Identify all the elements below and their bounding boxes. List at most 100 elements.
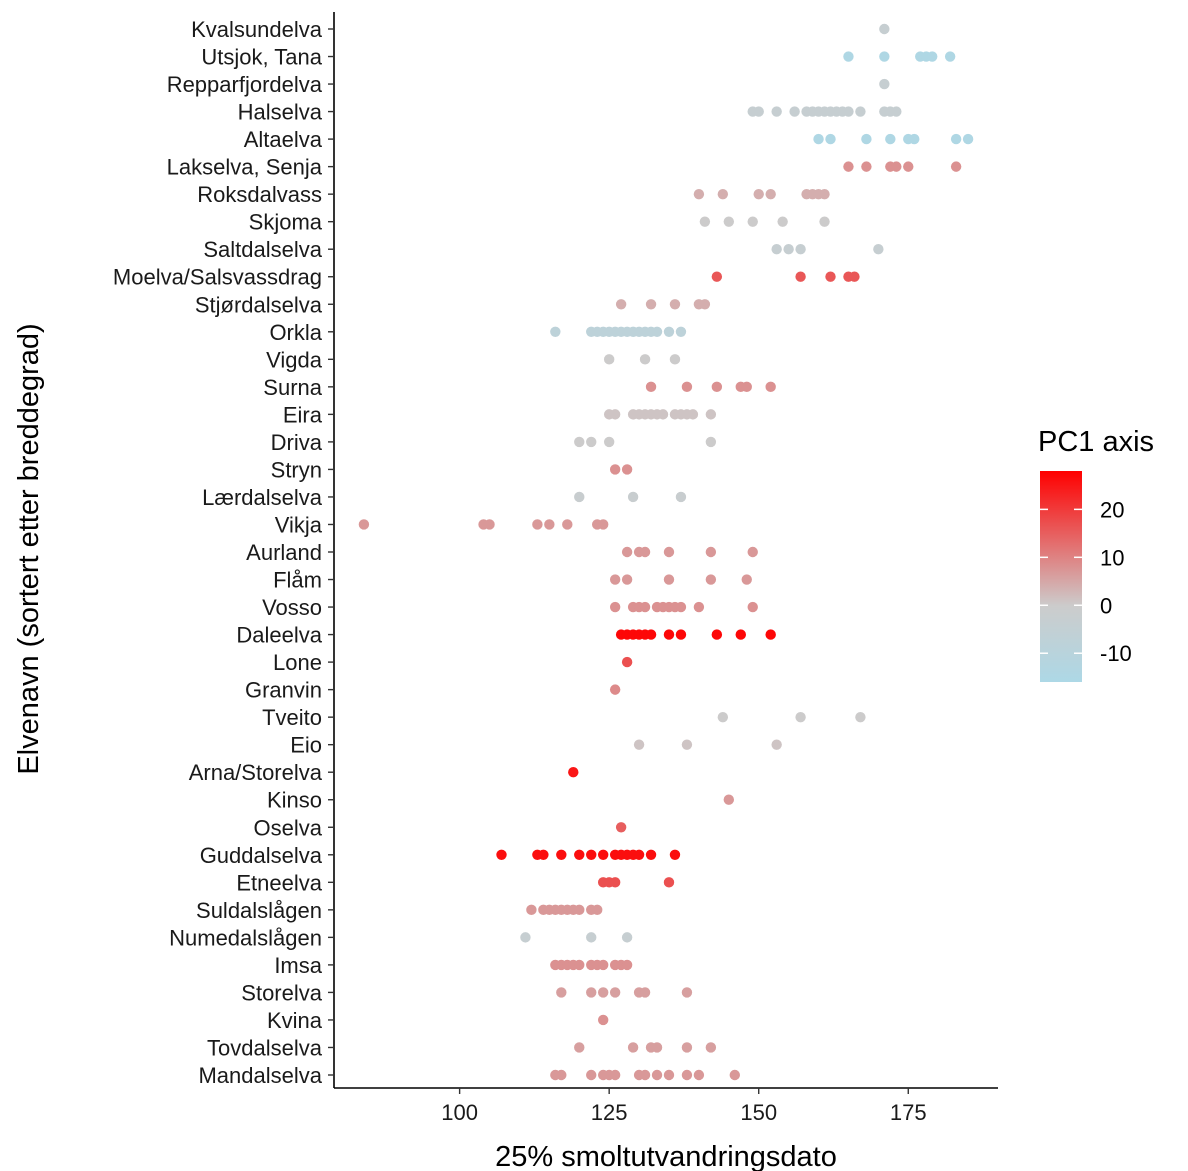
y-tick-label: Repparfjordelva — [167, 72, 323, 97]
y-tick-label: Driva — [271, 430, 323, 455]
data-point — [843, 51, 854, 62]
x-tick-label: 150 — [740, 1100, 777, 1125]
y-tick-label: Saltdalselva — [203, 237, 322, 262]
data-point — [639, 1069, 651, 1081]
data-point — [574, 849, 585, 860]
data-point — [681, 1069, 693, 1081]
data-point — [615, 299, 627, 310]
data-point — [496, 849, 507, 860]
y-tick-label: Tveito — [262, 705, 322, 730]
data-point — [675, 629, 687, 640]
data-point — [693, 601, 705, 613]
data-point — [693, 188, 705, 200]
data-point — [556, 1069, 567, 1081]
data-point — [891, 106, 902, 117]
data-point — [639, 987, 651, 998]
y-tick-label: Kinso — [267, 788, 322, 813]
data-point — [651, 1069, 663, 1081]
data-point — [693, 1069, 705, 1081]
y-axis-title: Elvenavn (sortert etter breddegrad) — [13, 323, 45, 774]
data-point — [651, 326, 663, 337]
y-tick-label: Lærdalselva — [202, 485, 323, 510]
data-point — [556, 849, 567, 860]
data-point — [795, 271, 806, 282]
data-point — [717, 711, 729, 723]
y-tick-label: Stjørdalselva — [195, 292, 323, 317]
data-point — [609, 1069, 621, 1081]
data-point — [825, 271, 836, 282]
y-tick-label: Orkla — [269, 320, 322, 345]
data-point — [621, 959, 633, 971]
data-point — [753, 188, 764, 200]
data-point — [717, 188, 729, 200]
data-point — [789, 106, 800, 117]
data-point — [705, 1042, 717, 1053]
data-point — [771, 106, 782, 117]
data-point — [633, 739, 645, 750]
data-point — [586, 932, 597, 943]
data-point — [651, 1042, 663, 1053]
data-point — [609, 684, 621, 695]
data-point — [538, 849, 549, 860]
data-point — [609, 409, 621, 420]
data-point — [861, 133, 872, 145]
data-point — [645, 381, 657, 393]
y-tick-label: Skjoma — [249, 210, 323, 235]
data-point — [741, 574, 752, 585]
data-point — [597, 1014, 609, 1026]
data-point — [705, 574, 717, 585]
data-point — [663, 629, 675, 640]
data-point — [675, 491, 687, 503]
data-point — [562, 519, 573, 530]
y-tick-label: Tovdalselva — [207, 1035, 323, 1060]
data-point — [586, 987, 597, 998]
data-point — [597, 849, 609, 860]
data-point — [873, 244, 884, 255]
data-point — [843, 161, 854, 172]
data-point — [765, 629, 776, 640]
data-point — [950, 133, 962, 145]
data-point — [657, 409, 669, 420]
data-point — [711, 271, 723, 282]
data-point — [747, 601, 758, 613]
y-tick-label: Numedalslågen — [169, 925, 322, 950]
data-point — [843, 106, 854, 117]
data-point — [675, 601, 687, 613]
y-tick-label: Lakselva, Senja — [167, 155, 323, 180]
data-point — [609, 574, 621, 585]
data-point — [639, 601, 651, 613]
data-point — [550, 326, 561, 337]
x-axis-title: 25% smoltutvandringsdato — [495, 1141, 837, 1171]
legend-tick-label: 20 — [1100, 497, 1124, 522]
data-point — [544, 519, 555, 530]
data-point — [669, 354, 681, 365]
y-tick-label: Daleelva — [236, 623, 322, 648]
data-point — [574, 436, 585, 448]
data-point — [574, 491, 585, 503]
data-point — [568, 767, 579, 778]
y-tick-label: Mandalselva — [198, 1063, 322, 1088]
data-point — [699, 299, 711, 310]
data-point — [699, 216, 711, 227]
data-point — [603, 354, 615, 365]
legend-ticks: 20 10 0 -10 — [1040, 497, 1132, 666]
data-point — [879, 78, 890, 90]
data-point — [484, 519, 495, 530]
data-point — [609, 877, 621, 888]
data-point — [944, 51, 956, 62]
data-point — [813, 133, 824, 145]
data-point — [639, 354, 651, 365]
data-point — [765, 381, 776, 393]
data-point — [753, 106, 764, 117]
data-point — [592, 904, 603, 916]
data-point — [675, 326, 687, 337]
data-point — [597, 519, 609, 530]
y-tick-label: Etneelva — [236, 870, 322, 895]
data-point — [586, 1069, 597, 1081]
data-point — [705, 409, 717, 420]
data-point — [729, 1069, 740, 1081]
data-point — [879, 23, 890, 35]
data-point — [681, 1042, 693, 1053]
legend: PC1 axis 20 10 0 -10 — [1038, 426, 1154, 682]
